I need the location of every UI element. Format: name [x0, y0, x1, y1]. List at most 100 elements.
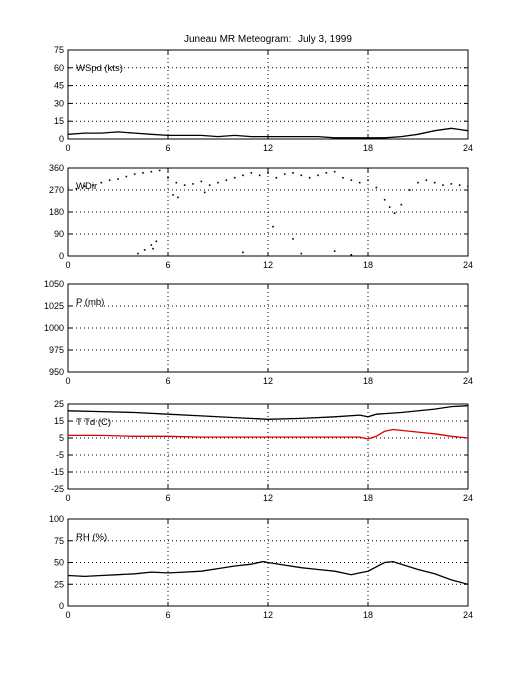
- wdir-point: [117, 178, 119, 180]
- wdir-ytick-label: 270: [49, 185, 64, 195]
- wdir-point: [177, 196, 179, 199]
- wdir-point: [83, 185, 86, 188]
- wspd-xtick-label: 24: [463, 143, 473, 153]
- wdir-point: [400, 203, 403, 206]
- wdir-point: [467, 185, 468, 188]
- pressure-xtick-label: 12: [263, 376, 273, 386]
- wdir-point: [125, 175, 128, 178]
- wspd-panel: 0 6 12 18 24 0 15 30 45 60 75 WSpd (kts): [54, 45, 473, 153]
- rh-xtick-label: 6: [165, 610, 170, 620]
- temperature-ytick-label: -15: [51, 467, 64, 477]
- temperature-xtick-label: 0: [65, 493, 70, 503]
- rh-xtick-label: 0: [65, 610, 70, 620]
- wspd-data: [68, 127, 468, 139]
- pressure-grid: [68, 284, 468, 372]
- wdir-point: [242, 174, 244, 177]
- wdir-point: [158, 169, 161, 172]
- temperature-series-line-0: [68, 405, 468, 420]
- pressure-ytick-label: 950: [49, 367, 64, 377]
- wdir-point: [393, 212, 396, 215]
- wdir-point: [192, 183, 194, 185]
- wdir-xtick-label: 0: [65, 260, 70, 270]
- wdir-xtick-label: 12: [263, 260, 273, 270]
- pressure-ytick-label: 1025: [44, 301, 64, 311]
- wdir-point: [300, 252, 303, 255]
- rh-xtick-label: 24: [463, 610, 473, 620]
- wdir-ytick-label: 180: [49, 207, 64, 217]
- temperature-xtick-label: 6: [165, 493, 170, 503]
- pressure-ytick-label: 1000: [44, 323, 64, 333]
- wdir-ytick-label: 0: [59, 251, 64, 261]
- wdir-point: [333, 250, 336, 252]
- wdir-point: [408, 189, 411, 191]
- wdir-point: [367, 179, 369, 182]
- wspd-ytick-label: 45: [54, 81, 64, 91]
- temperature-ytick-label: 5: [59, 433, 64, 443]
- wspd-xtick-label: 12: [263, 143, 273, 153]
- wdir-grid: [68, 168, 468, 256]
- wdir-point: [152, 247, 154, 250]
- wdir-point: [450, 183, 453, 185]
- rh-xtick-label: 18: [363, 610, 373, 620]
- wdir-label: WDir: [76, 181, 97, 192]
- rh-label: RH (%): [76, 532, 107, 543]
- wdir-point: [233, 176, 236, 179]
- wdir-point: [203, 191, 206, 194]
- wdir-point: [272, 225, 274, 228]
- wdir-point: [183, 184, 186, 186]
- wdir-xtick-label: 6: [165, 260, 170, 270]
- wdir-point: [308, 176, 311, 179]
- wdir-point: [350, 253, 353, 256]
- wdir-data: [68, 169, 468, 256]
- wdir-point: [142, 172, 144, 174]
- rh-ytick-label: 100: [49, 514, 64, 524]
- wdir-point: [388, 206, 391, 208]
- temperature-panel: 0 6 12 18 24 -25 -15 -5 5 15 25 T Td (C): [51, 399, 473, 503]
- wdir-point: [342, 176, 344, 179]
- wdir-point: [433, 181, 436, 184]
- wdir-point: [458, 184, 461, 186]
- pressure-xtick-label: 18: [363, 376, 373, 386]
- wdir-xtick-label: 18: [363, 260, 373, 270]
- pressure-ytick-label: 975: [49, 345, 64, 355]
- wdir-point: [442, 184, 444, 186]
- wdir-point: [292, 238, 294, 240]
- wdir-point: [200, 180, 203, 183]
- wdir-point: [325, 172, 328, 174]
- wspd-xtick-label: 18: [363, 143, 373, 153]
- wdir-point: [133, 173, 136, 175]
- wdir-point: [217, 181, 219, 184]
- wspd-ytick-label: 75: [54, 45, 64, 55]
- wspd-ytick-label: 0: [59, 134, 64, 144]
- temperature-xtick-label: 12: [263, 493, 273, 503]
- wdir-point: [75, 187, 78, 190]
- wdir-point: [333, 170, 336, 173]
- wdir-point: [383, 198, 386, 201]
- temperature-xtick-label: 24: [463, 493, 473, 503]
- temperature-ytick-label: -25: [51, 484, 64, 494]
- rh-data: [68, 560, 468, 585]
- wdir-point: [167, 176, 169, 179]
- pressure-ytick-label: 1050: [44, 279, 64, 289]
- wdir-point: [100, 181, 103, 184]
- temperature-grid: [68, 404, 468, 489]
- wspd-series-line-0: [68, 127, 468, 139]
- wspd-ytick-label: 15: [54, 116, 64, 126]
- wdir-panel: 0 6 12 18 24 0 90 180 270 360 WDir: [49, 163, 473, 270]
- temperature-ytick-label: 25: [54, 399, 64, 409]
- wspd-xtick-label: 0: [65, 143, 70, 153]
- pressure-label: P (mb): [76, 297, 104, 308]
- pressure-xtick-label: 24: [463, 376, 473, 386]
- wdir-point: [292, 172, 294, 174]
- wdir-point: [208, 184, 211, 186]
- wdir-point: [417, 181, 419, 184]
- rh-ytick-label: 25: [54, 579, 64, 589]
- temperature-xtick-label: 18: [363, 493, 373, 503]
- wdir-point: [250, 172, 253, 174]
- wspd-ytick-label: 30: [54, 98, 64, 108]
- temperature-label: T Td (C): [76, 417, 111, 428]
- wdir-point: [155, 240, 158, 243]
- wdir-point: [358, 181, 361, 184]
- wdir-point: [317, 174, 319, 177]
